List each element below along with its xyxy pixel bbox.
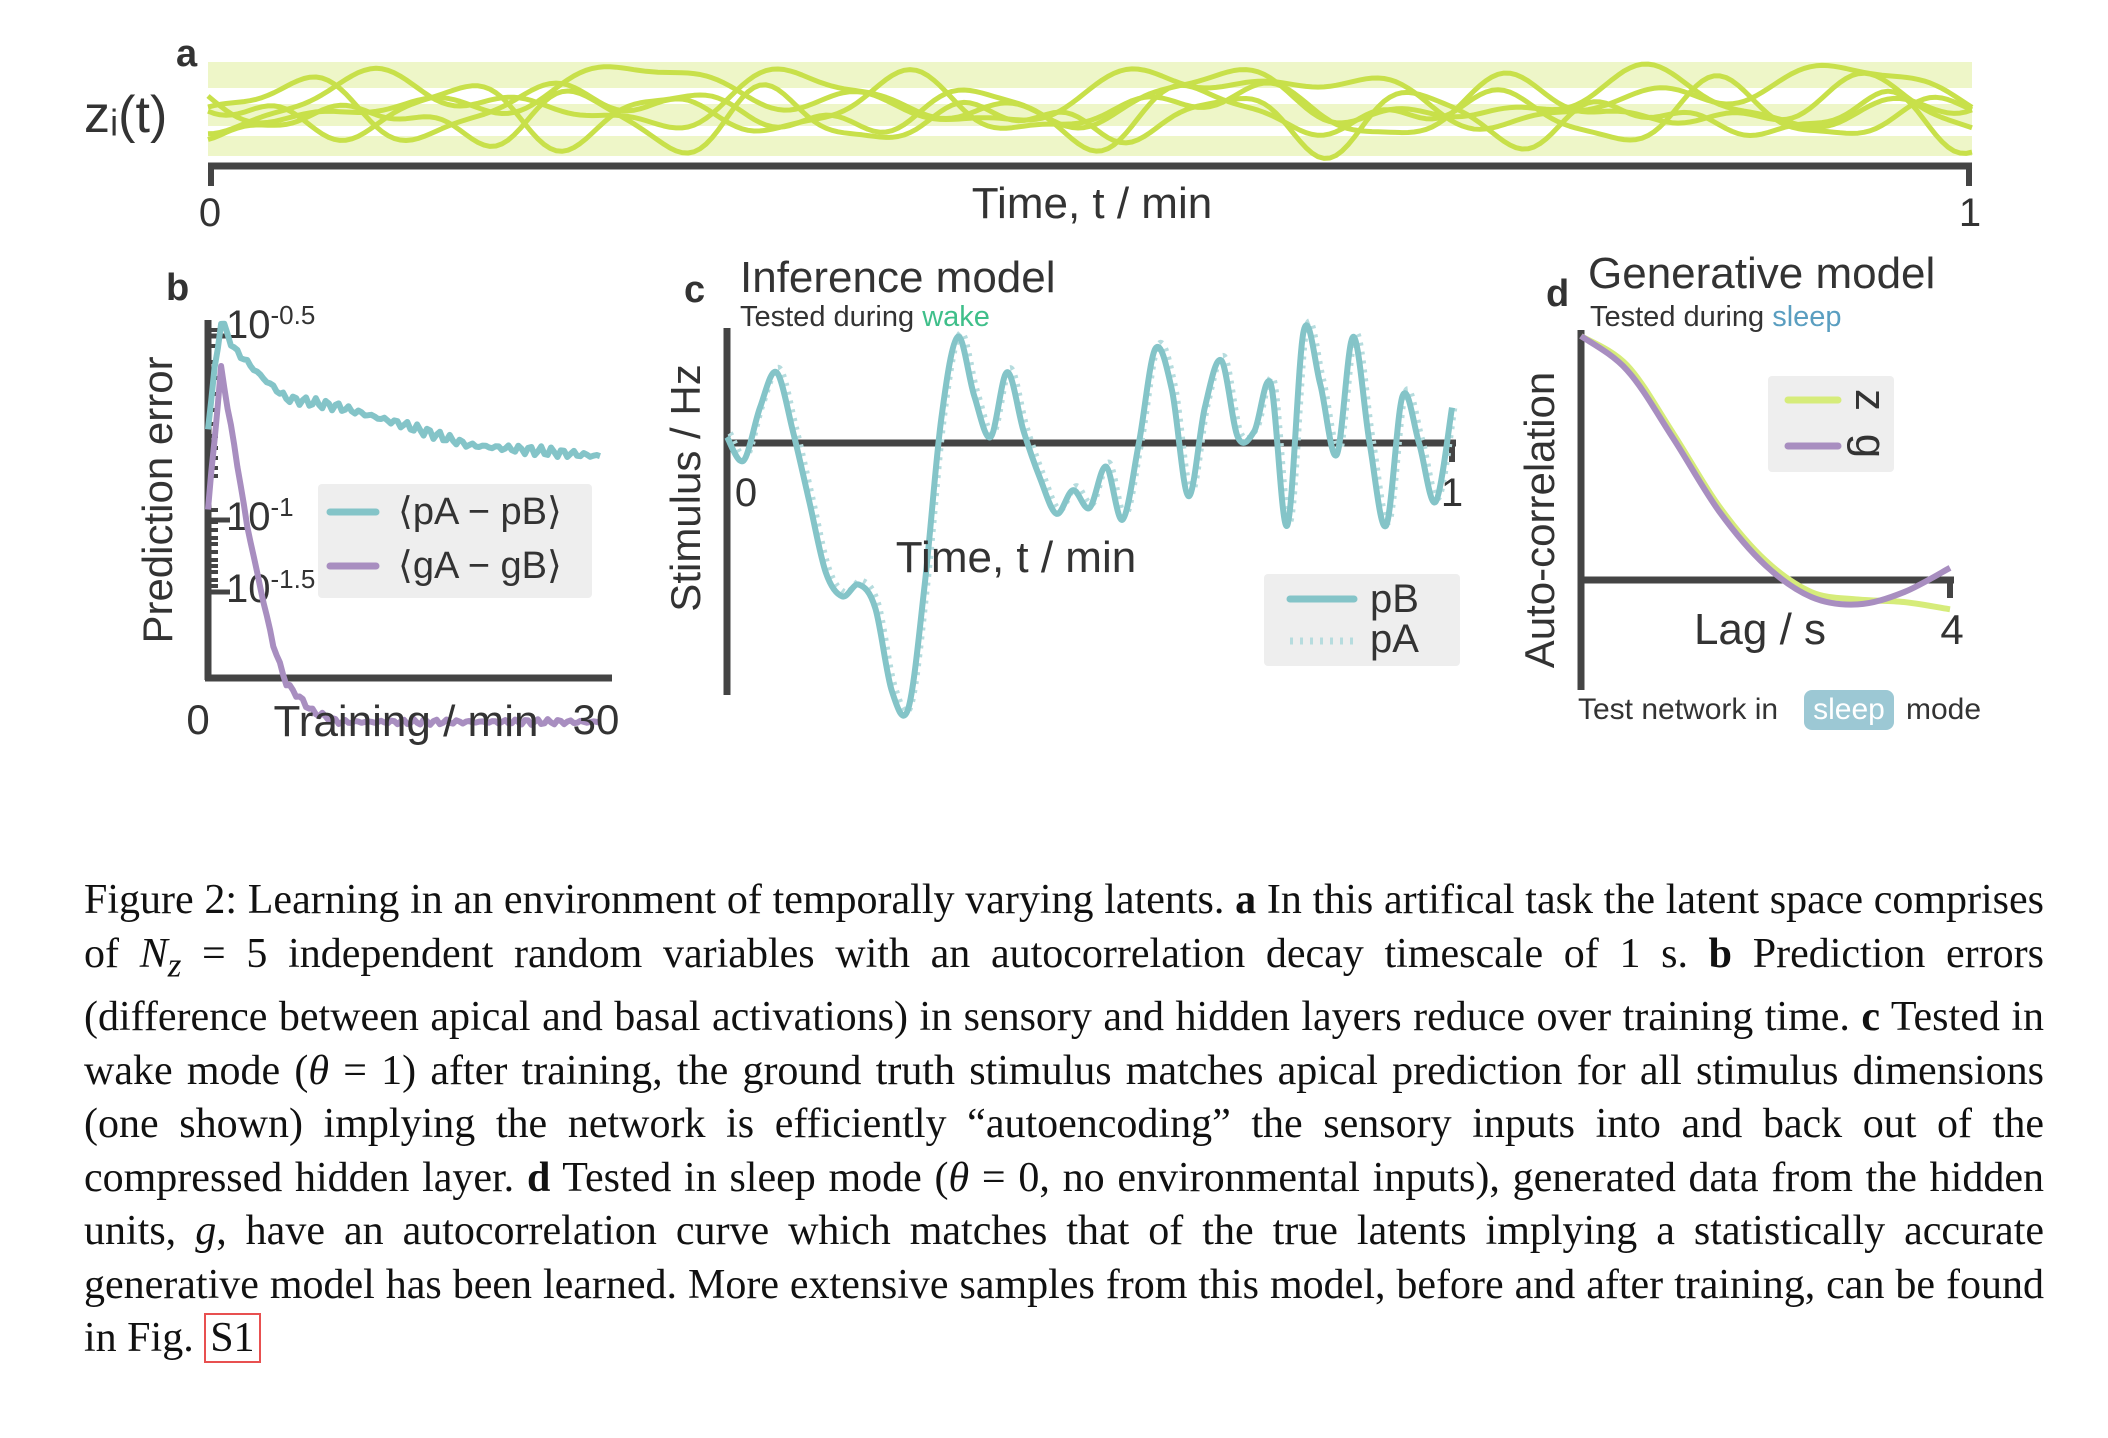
caption-nz-value: = 5: [202, 930, 268, 977]
figure: a zᵢ(t) 0 1 Time, t / min b Prediction e…: [84, 33, 1981, 746]
latent-series-line: [206, 62, 1974, 132]
panel-c-label: c: [684, 269, 705, 311]
panel-c-subtitle: Tested during wake: [740, 301, 990, 333]
panel-d-ylabel: Auto-correlation: [1516, 372, 1563, 668]
figure-caption: Figure 2: Learning in an environment of …: [84, 874, 2044, 1366]
panel-b-series-pa-pb: [205, 320, 601, 460]
panel-b-legend-label-ga-gb: ⟨gA − gB⟩: [398, 545, 562, 587]
panel-d: d Generative model Tested during sleep A…: [1516, 249, 1981, 730]
caption-c-theta: θ: [308, 1047, 330, 1094]
latent-series-line: [207, 82, 1973, 161]
panel-c-series-pa: [727, 318, 1458, 715]
panel-a-label: a: [176, 33, 198, 75]
caption-b-text: Prediction errors (difference between ap…: [84, 930, 2044, 1041]
panel-b-label: b: [166, 267, 189, 309]
panel-c-legend-label-pb: pB: [1370, 577, 1419, 621]
panel-a-tick-label-1: 1: [1959, 191, 1981, 235]
panel-b-ytick-1: 10-0.5: [226, 300, 315, 347]
sleep-mode-badge-label: sleep: [1813, 693, 1885, 726]
caption-c-text: Tested in wake mode (: [84, 994, 2044, 1094]
panel-b-series-ga-gb: [205, 363, 601, 728]
panel-c-legend: [1264, 574, 1460, 666]
caption-c-text2: after training, the ground truth stimulu…: [84, 1047, 2044, 1201]
caption-tag-c: c: [1861, 994, 1881, 1041]
panel-c: c Inference model Tested during wake Sti…: [662, 253, 1463, 719]
panel-a: a zᵢ(t) 0 1 Time, t / min: [84, 33, 1981, 235]
latent-series-line: [207, 73, 1973, 154]
panel-b: b Prediction error 10-0.5 10-1 10-1.5 ⟨p…: [134, 267, 619, 746]
panel-d-footer-pre: Test network in: [1578, 693, 1778, 726]
panel-d-xlabel: Lag / s: [1694, 605, 1826, 654]
panel-b-legend: [318, 484, 592, 598]
panel-b-ytick-3: 10-1.5: [226, 564, 315, 611]
panel-a-ylabel: zᵢ(t): [84, 86, 167, 144]
panel-d-label: d: [1546, 273, 1569, 315]
panel-d-xtick-4: 4: [1940, 606, 1963, 653]
panel-b-ytick-2: 10-1: [226, 492, 294, 539]
caption-a-text: In this artifical task the latent space …: [84, 877, 2045, 977]
caption-d-g: g: [195, 1208, 217, 1255]
panel-d-legend-label-z: z: [1846, 389, 1895, 411]
panel-d-subtitle: Tested during sleep: [1590, 301, 1842, 333]
caption-lead: Figure 2: Learning in an environment of …: [84, 877, 1225, 923]
panel-d-title: Generative model: [1588, 249, 1935, 298]
panel-b-xtick-30: 30: [573, 696, 620, 743]
panel-c-legend-label-pa: pA: [1370, 617, 1419, 661]
caption-tag-a: a: [1235, 877, 1257, 923]
panel-c-xlabel: Time, t / min: [896, 533, 1136, 582]
caption-a-text2: independent random variables with an aut…: [288, 930, 1688, 977]
panel-a-tick-label-0: 0: [199, 191, 221, 235]
caption-tag-b: b: [1708, 930, 1733, 977]
caption-nz: Nz: [139, 930, 182, 984]
caption-d-text3: , have an autocorrelation curve which ma…: [84, 1208, 2045, 1362]
latent-series-line: [207, 67, 1973, 143]
caption-d-eq: = 0,: [969, 1154, 1050, 1201]
caption-d-text2: no environmental inputs), generated data…: [84, 1154, 2044, 1255]
caption-d-theta: θ: [948, 1154, 970, 1201]
panel-b-ylabel: Prediction error: [134, 356, 181, 643]
caption-d-text: Tested in sleep mode (: [562, 1154, 949, 1201]
latent-series: [206, 61, 1974, 161]
panel-d-legend-label-g: g: [1846, 434, 1895, 458]
panel-c-title: Inference model: [740, 253, 1056, 302]
panel-d-series-g: [1579, 333, 1952, 608]
panel-d-footer-post: mode: [1906, 693, 1981, 726]
panel-b-legend-label-pa-pb: ⟨pA − pB⟩: [398, 491, 562, 533]
panel-b-xlabel: Training / min: [274, 697, 539, 746]
latent-band: [208, 136, 1972, 156]
figure-s1-link[interactable]: S1: [204, 1313, 261, 1364]
panel-b-xtick-0: 0: [186, 696, 209, 743]
caption-c-eq: = 1): [329, 1047, 417, 1094]
panel-a-xlabel: Time, t / min: [972, 179, 1212, 228]
panel-c-series-pb: [724, 322, 1455, 719]
panel-c-xtick-0: 0: [735, 471, 757, 515]
caption-tag-d: d: [526, 1154, 551, 1201]
sleep-mode-badge: [1804, 690, 1894, 730]
panel-c-xtick-1: 1: [1441, 471, 1463, 515]
panel-c-ylabel: Stimulus / Hz: [662, 364, 709, 611]
